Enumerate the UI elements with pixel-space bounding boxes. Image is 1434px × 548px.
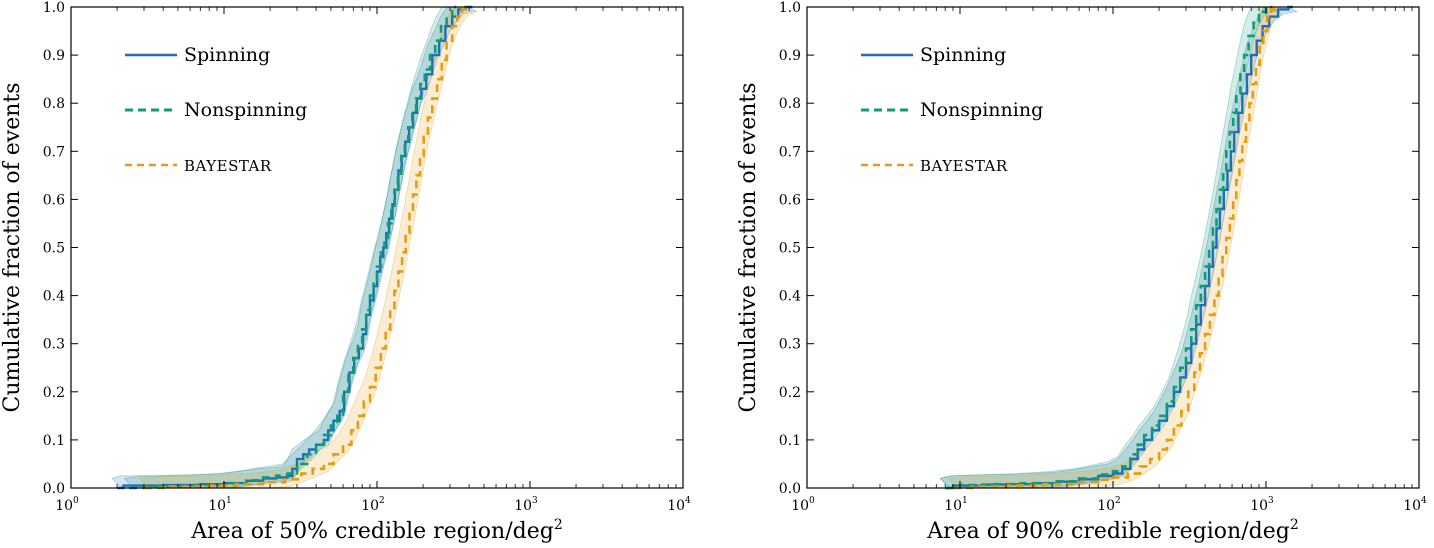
legend-label-spinning: Spinning — [184, 44, 270, 66]
x-tick-label: 102 — [361, 496, 385, 514]
x-tick-label: 101 — [208, 496, 232, 514]
legend-label-spinning: Spinning — [920, 44, 1006, 66]
series-line-nonspinning — [945, 5, 1273, 490]
chart-1: 100 101 102 103 1040.00.10.20.30.40.50.60.70… — [0, 0, 691, 544]
legend-label-bayestar: BAYESTAR — [184, 157, 272, 175]
legend-label-nonspinning: Nonspinning — [920, 99, 1043, 121]
y-tick-label: 0.9 — [43, 48, 65, 64]
series-line-bayestar — [953, 5, 1279, 490]
y-tick-label: 0.0 — [779, 481, 801, 497]
chart-2: 100 101 102 103 1040.00.10.20.30.40.50.60.70… — [736, 0, 1427, 544]
x-tick-exponent: 4 — [685, 496, 691, 506]
x-axis-label-exponent: 2 — [1290, 517, 1299, 533]
x-tick-label: 104 — [667, 496, 691, 514]
y-tick-label: 0.4 — [779, 289, 801, 305]
y-tick-label: 0.1 — [779, 433, 801, 449]
y-axis-label: Cumulative fraction of events — [736, 82, 761, 412]
series-band-2 — [123, 6, 461, 489]
x-tick-label: 100 — [791, 496, 815, 514]
x-tick-label: 103 — [514, 496, 538, 514]
x-tick-exponent: 1 — [226, 496, 232, 506]
y-tick-label: 0.7 — [779, 144, 801, 160]
x-tick-label: 100 — [55, 496, 79, 514]
series-line-bayestar — [144, 5, 470, 490]
x-axis-label: Area of 90% credible region/deg2 — [926, 517, 1299, 544]
x-tick-exponent: 0 — [73, 496, 79, 506]
x-tick-exponent: 2 — [379, 496, 385, 506]
y-axis-label: Cumulative fraction of events — [0, 82, 25, 412]
x-tick-label: 101 — [944, 496, 968, 514]
x-tick-exponent: 3 — [1268, 496, 1274, 506]
x-tick-label: 102 — [1097, 496, 1121, 514]
y-tick-label: 0.9 — [779, 48, 801, 64]
y-tick-label: 0.4 — [43, 289, 65, 305]
y-tick-label: 0.3 — [779, 337, 801, 353]
legend: Spinning Nonspinning BAYESTAR — [125, 44, 307, 175]
legend-label-nonspinning: Nonspinning — [184, 99, 307, 121]
x-tick-label: 103 — [1250, 496, 1274, 514]
y-tick-label: 0.2 — [779, 385, 801, 401]
y-tick-label: 0.7 — [43, 144, 65, 160]
y-tick-label: 0.2 — [43, 385, 65, 401]
y-tick-label: 0.6 — [779, 192, 801, 208]
legend-label-bayestar: BAYESTAR — [920, 157, 1008, 175]
x-tick-label: 104 — [1403, 496, 1427, 514]
series-band-1 — [111, 6, 478, 489]
y-tick-label: 0.5 — [43, 241, 65, 257]
x-tick-exponent: 4 — [1421, 496, 1427, 506]
x-tick-exponent: 3 — [532, 496, 538, 506]
x-tick-exponent: 2 — [1115, 496, 1121, 506]
series-line-nonspinning — [129, 5, 457, 490]
y-tick-label: 1.0 — [43, 0, 65, 16]
y-tick-label: 0.5 — [779, 241, 801, 257]
series-band-1 — [939, 6, 1298, 489]
y-tick-label: 0.1 — [43, 433, 65, 449]
y-tick-label: 0.8 — [43, 96, 65, 112]
x-axis-label-exponent: 2 — [554, 517, 563, 533]
x-tick-exponent: 1 — [962, 496, 968, 506]
y-tick-label: 0.6 — [43, 192, 65, 208]
y-tick-label: 1.0 — [779, 0, 801, 16]
plot-frame — [806, 6, 1420, 489]
y-tick-label: 0.0 — [43, 481, 65, 497]
x-axis-label: Area of 50% credible region/deg2 — [190, 517, 563, 544]
y-tick-label: 0.3 — [43, 337, 65, 353]
legend: Spinning Nonspinning BAYESTAR — [861, 44, 1043, 175]
x-tick-exponent: 0 — [809, 496, 815, 506]
y-tick-label: 0.8 — [779, 96, 801, 112]
